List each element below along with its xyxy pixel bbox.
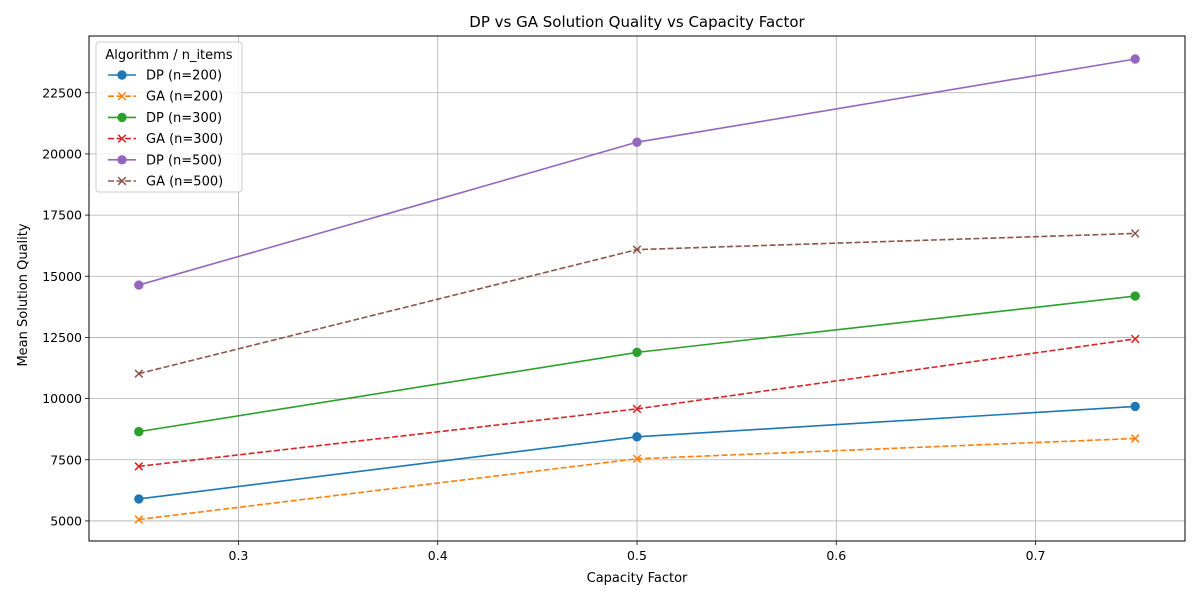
grid bbox=[89, 36, 1185, 541]
series-ga-n-500 bbox=[134, 229, 1140, 378]
legend-entry: DP (n=500) bbox=[108, 153, 222, 168]
x-tick-label: 0.3 bbox=[229, 548, 249, 563]
data-point bbox=[134, 426, 144, 437]
legend-label: GA (n=200) bbox=[146, 90, 223, 105]
series-line bbox=[138, 338, 1136, 468]
data-point bbox=[632, 404, 642, 414]
y-tick-label: 17500 bbox=[42, 208, 82, 223]
y-tick-label: 12500 bbox=[42, 330, 82, 345]
y-axis-label: Mean Solution Quality bbox=[16, 223, 31, 366]
legend-marker bbox=[117, 155, 127, 165]
legend-label: DP (n=300) bbox=[146, 111, 222, 126]
y-axis-ticks: 5000 7500 10000 12500 15000 17500 20000 22500 bbox=[42, 85, 89, 528]
legend-title: Algorithm / n_items bbox=[105, 48, 232, 63]
y-tick-label: 20000 bbox=[42, 146, 82, 161]
data-point bbox=[1130, 54, 1140, 64]
legend-label: GA (n=300) bbox=[146, 132, 223, 147]
legend-label: DP (n=200) bbox=[146, 69, 222, 84]
data-point bbox=[632, 454, 642, 464]
data-point bbox=[134, 462, 144, 471]
data-point bbox=[632, 137, 642, 147]
data-point bbox=[1130, 401, 1140, 412]
legend-marker bbox=[117, 91, 127, 101]
y-tick-label: 15000 bbox=[42, 269, 82, 284]
data-point bbox=[632, 432, 642, 442]
data-point bbox=[632, 245, 642, 254]
x-tick-label: 0.4 bbox=[428, 548, 448, 563]
legend-entry: DP (n=200) bbox=[108, 69, 222, 84]
legend-box bbox=[95, 41, 243, 193]
series-dp-n-500 bbox=[134, 54, 1140, 290]
legend-entry: GA (n=500) bbox=[108, 175, 223, 190]
data-point bbox=[1130, 291, 1140, 301]
data-point bbox=[134, 494, 144, 504]
legend-entry: DP (n=300) bbox=[108, 111, 222, 126]
legend-marker bbox=[117, 112, 127, 123]
x-tick-label: 0.6 bbox=[826, 548, 846, 563]
legend-marker bbox=[117, 134, 127, 143]
legend: Algorithm / n_items DP (n=200) GA (n=200)… bbox=[95, 41, 243, 193]
x-axis-label: Capacity Factor bbox=[587, 571, 688, 586]
y-tick-label: 10000 bbox=[42, 391, 82, 406]
data-point bbox=[134, 280, 144, 290]
y-tick-label: 7500 bbox=[50, 452, 82, 467]
series-ga-n-300 bbox=[134, 334, 1140, 471]
data-point bbox=[1130, 334, 1140, 344]
legend-label: GA (n=500) bbox=[146, 175, 223, 190]
y-tick-label: 5000 bbox=[50, 513, 82, 528]
legend-marker bbox=[117, 176, 127, 186]
series-dp-n-300 bbox=[134, 291, 1140, 437]
data-point bbox=[134, 515, 144, 524]
legend-entry: GA (n=200) bbox=[108, 90, 223, 105]
x-axis-ticks: 0.3 0.4 0.5 0.6 0.7 bbox=[229, 541, 1046, 563]
data-point bbox=[632, 347, 642, 358]
x-tick-label: 0.5 bbox=[627, 548, 647, 563]
data-point bbox=[1130, 229, 1140, 238]
series-dp-n-200 bbox=[134, 401, 1140, 504]
data-point bbox=[134, 369, 144, 378]
series-ga-n-200 bbox=[134, 434, 1140, 524]
legend-marker bbox=[117, 70, 127, 80]
x-tick-label: 0.7 bbox=[1026, 548, 1046, 563]
y-tick-label: 22500 bbox=[42, 85, 82, 100]
series-layer bbox=[134, 54, 1140, 524]
legend-entry: GA (n=300) bbox=[108, 132, 223, 147]
data-point bbox=[1130, 434, 1140, 443]
chart-title: DP vs GA Solution Quality vs Capacity Fa… bbox=[469, 13, 805, 31]
legend-label: DP (n=500) bbox=[146, 153, 222, 168]
